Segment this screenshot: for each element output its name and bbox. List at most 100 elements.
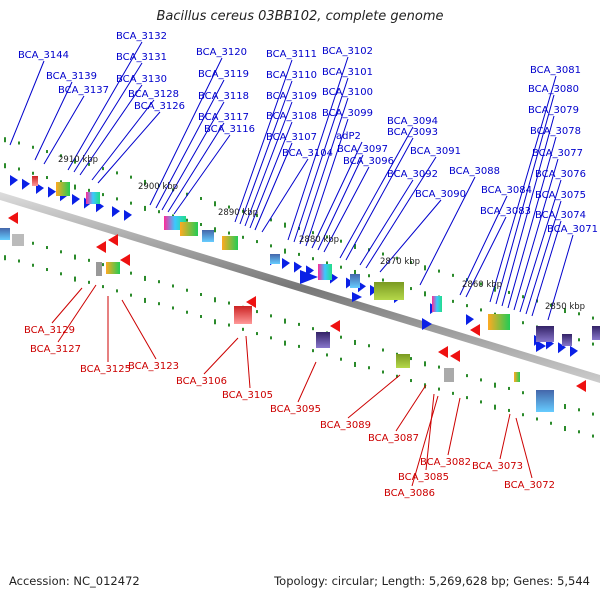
reverse-gene-arrow	[246, 296, 256, 308]
feature-block	[96, 262, 102, 276]
forward-gene-arrow	[570, 345, 578, 357]
tick-dot	[46, 150, 48, 154]
tick-dot	[396, 256, 398, 260]
top-gene-label: BCA_3081	[530, 65, 581, 76]
bottom-leader-line	[121, 299, 157, 360]
top-gene-label: BCA_3092	[387, 169, 438, 180]
tick-dot	[214, 201, 216, 207]
tick-dot	[158, 210, 160, 214]
tick-dot	[102, 167, 104, 171]
tick-dot	[522, 391, 524, 395]
tick-dot	[368, 366, 370, 370]
top-gene-label: BCA_3108	[266, 111, 317, 122]
tick-dot	[18, 167, 20, 171]
tick-dot	[340, 357, 342, 361]
tick-dot	[508, 386, 510, 390]
top-leader-line	[501, 115, 555, 307]
tick-dot	[578, 312, 580, 316]
top-gene-label: BCA_3130	[116, 74, 167, 85]
top-leader-line	[323, 166, 370, 253]
tick-dot	[354, 243, 356, 249]
tick-dot	[144, 297, 146, 303]
forward-gene-arrow	[422, 318, 432, 330]
bottom-gene-label: BCA_3087	[368, 433, 419, 444]
tick-dot	[4, 163, 6, 169]
tick-dot	[438, 365, 440, 369]
top-gene-label: BCA_3128	[128, 89, 179, 100]
tick-dot	[60, 180, 62, 184]
tick-dot	[116, 171, 118, 175]
top-leader-line	[91, 99, 155, 181]
feature-block	[316, 332, 330, 348]
top-gene-label: BCA_3075	[535, 190, 586, 201]
tick-dot	[312, 349, 314, 353]
tick-dot	[214, 297, 216, 303]
bottom-gene-label: BCA_3085	[398, 472, 449, 483]
top-gene-label: BCA_3090	[415, 189, 466, 200]
feature-block	[12, 234, 24, 246]
bottom-gene-label: BCA_3086	[384, 488, 435, 499]
top-gene-label: BCA_3139	[46, 71, 97, 82]
map-title: Bacillus cereus 03BB102, complete genome	[156, 9, 444, 24]
feature-block	[234, 306, 252, 324]
top-gene-label: BCA_3107	[266, 132, 317, 143]
top-leader-line	[167, 122, 225, 213]
forward-gene-arrow	[558, 342, 566, 354]
top-gene-label: BCA_3076	[535, 169, 586, 180]
tick-dot	[508, 290, 510, 294]
top-leader-line	[339, 126, 414, 259]
bottom-leader-lines	[51, 284, 533, 487]
top-gene-label: BCA_3088	[449, 166, 500, 177]
top-leader-line	[254, 142, 293, 231]
top-leader-line	[34, 81, 73, 161]
bottom-gene-label: BCA_3073	[472, 461, 523, 472]
tick-dot	[200, 293, 202, 296]
top-gene-label: BCA_3120	[196, 47, 247, 58]
tick-dot	[186, 218, 188, 222]
tick-dot	[508, 408, 510, 412]
top-gene-label: BCA_3096	[343, 156, 394, 167]
tick-dot	[368, 344, 370, 348]
tick-dot	[438, 387, 440, 391]
tick-dot	[382, 278, 384, 282]
tick-dot	[256, 214, 258, 218]
tick-dot	[88, 280, 90, 284]
tick-dot	[298, 252, 300, 256]
reverse-gene-arrow	[470, 324, 480, 336]
tick-dot	[564, 404, 566, 410]
tick-dot	[18, 141, 20, 145]
tick-dot	[354, 269, 356, 275]
top-leader-line	[73, 62, 143, 173]
top-leader-line	[149, 57, 223, 206]
feature-blocks	[0, 176, 600, 412]
tick-dot	[340, 335, 342, 339]
tick-dot	[270, 218, 272, 222]
top-gene-label: BCA_3083	[480, 206, 531, 217]
tick-dot	[130, 201, 132, 205]
tick-dot	[480, 308, 482, 312]
tick-dot	[74, 276, 76, 282]
tick-dot	[256, 310, 258, 314]
tick-dot	[312, 231, 314, 235]
tick-dot	[340, 265, 342, 269]
feature-block	[432, 296, 442, 312]
top-leader-line	[465, 216, 507, 298]
top-leader-line	[495, 94, 555, 305]
top-gene-label: BCA_3091	[410, 146, 461, 157]
tick-dot	[74, 184, 76, 190]
kbp-tick-label: 2880 kbp	[299, 235, 339, 245]
forward-gene-arrow	[22, 178, 30, 190]
top-leader-line	[317, 154, 364, 251]
tick-dot	[18, 259, 20, 263]
kbp-tick-label: 2850 kbp	[545, 302, 585, 312]
tick-dot	[46, 268, 48, 272]
bottom-leader-line	[411, 395, 439, 487]
top-leader-line	[67, 41, 143, 171]
tick-dot	[452, 391, 454, 395]
bottom-leader-line	[447, 397, 461, 456]
top-gene-label: BCA_3131	[116, 52, 167, 63]
tick-dot	[214, 319, 216, 325]
bottom-gene-label: BCA_3106	[176, 376, 227, 387]
tick-dot	[186, 192, 188, 196]
tick-dot	[550, 421, 552, 425]
